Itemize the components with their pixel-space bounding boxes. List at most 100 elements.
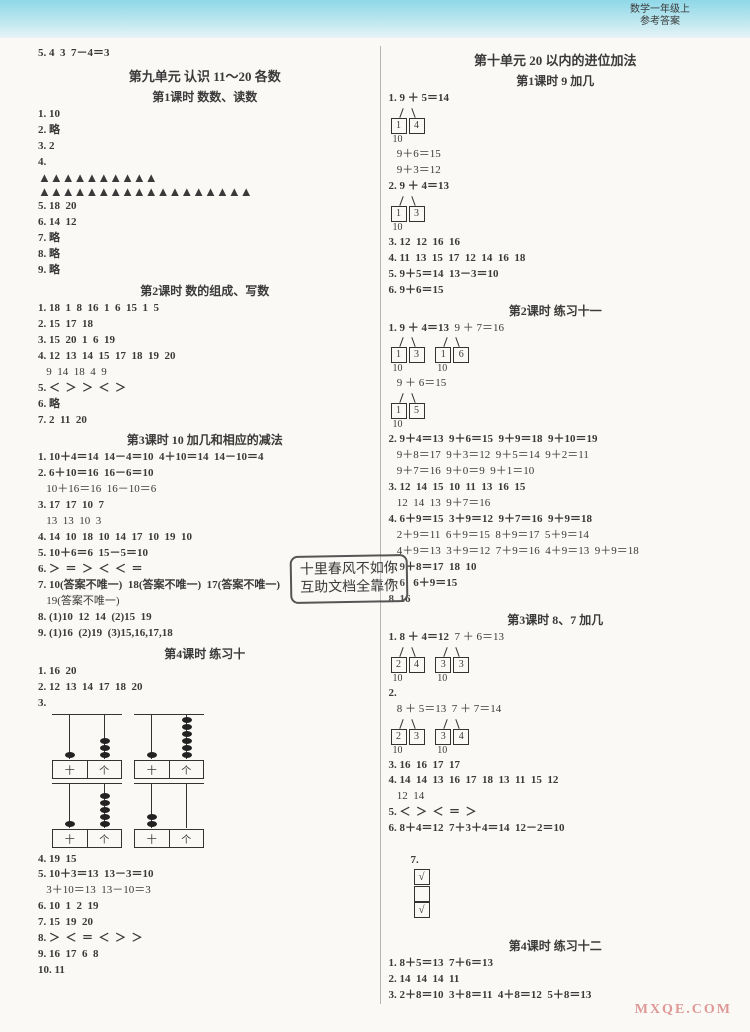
r-l3-r7: 7. √ √ — [389, 837, 723, 934]
split-diagram: 14 10 — [389, 108, 425, 146]
checkbox: √ — [414, 902, 430, 918]
ab-one: 个 — [88, 761, 122, 778]
l1-r8: 8. 略 — [38, 247, 372, 263]
r-l4-r1: 1. 8＋5＝13 7＋6＝13 — [389, 956, 723, 972]
r-l1-r6: 6. 9＋6＝15 — [389, 283, 723, 299]
split-diagram: 13 10 — [389, 196, 425, 234]
l2-r2: 2. 15 17 18 — [38, 317, 372, 333]
l2-r3: 3. 15 20 1 6 19 — [38, 333, 372, 349]
header-line1: 数学一年级上 — [630, 4, 690, 16]
l1-r5: 5. 18 20 — [38, 199, 372, 215]
ab-ten: 十 — [53, 830, 88, 847]
ab-one: 个 — [170, 830, 204, 847]
watermark: MXQE.COM — [635, 1002, 732, 1018]
l2-r5: 5. ＜ ＞ ＞ ＜ ＞ — [38, 381, 372, 397]
abacus-row-1: 十个 十个 — [52, 714, 372, 779]
r-l2-r4c: 4＋9＝13 3＋9＝12 7＋9＝16 4＋9＝13 9＋9＝18 — [389, 544, 723, 560]
abacus: 十个 — [52, 714, 122, 779]
r-l2-r2: 2. 9＋4＝13 9＋6＝15 9＋9＝18 9＋10＝19 — [389, 432, 723, 448]
l4-r4: 4. 19 15 — [38, 852, 372, 868]
r-l2-r1b: 9 ＋ 6＝15 — [389, 376, 723, 392]
l4-r9: 9. 16 17 6 8 — [38, 947, 372, 963]
l4-r1: 1. 16 20 — [38, 664, 372, 680]
r-l1-r3: 3. 12 12 16 16 — [389, 235, 723, 251]
header-label: 数学一年级上 参考答案 — [630, 4, 690, 28]
split-diagram: 34 10 — [433, 719, 469, 757]
r-l4-r2: 2. 14 14 14 11 — [389, 972, 723, 988]
r-l2-r4: 4. 6＋9＝15 3＋9＝12 9＋7＝16 9＋9＝18 — [389, 512, 723, 528]
abacus-row-2: 十个 十个 — [52, 783, 372, 848]
l4-r7: 7. 15 19 20 — [38, 915, 372, 931]
l1-title: 第1课时 数数、读数 — [38, 88, 372, 105]
split-diagram: 16 10 — [433, 337, 469, 375]
split-diagram: 24 10 — [389, 647, 425, 685]
l4-r6: 6. 10 1 2 19 — [38, 899, 372, 915]
l4-r5b: 3＋10＝13 13－10＝3 — [38, 883, 372, 899]
split-diagram: 23 10 — [389, 719, 425, 757]
r-l3-r5: 5. ＜ ＞ ＜ ＝ ＞ — [389, 805, 723, 821]
r-l2-r3: 3. 12 14 15 10 11 13 16 15 — [389, 480, 723, 496]
ab-ten: 十 — [53, 761, 88, 778]
r-l2-r4b: 2＋9＝11 6＋9＝15 8＋9＝17 5＋9＝14 — [389, 528, 723, 544]
l1-r9: 9. 略 — [38, 263, 372, 279]
column-divider — [380, 46, 381, 1004]
l4-r2: 2. 12 13 14 17 18 20 — [38, 680, 372, 696]
stamp-line2: 互助文档全靠你 — [300, 578, 398, 598]
l2-r1: 1. 18 1 8 16 1 6 15 1 5 — [38, 301, 372, 317]
l3-r2: 2. 6＋10＝16 16－6＝10 — [38, 466, 372, 482]
l2-title: 第2课时 数的组成、写数 — [38, 282, 372, 299]
split-diagram: 33 10 — [433, 647, 469, 685]
l4-r10: 10. 11 — [38, 963, 372, 979]
content: 5. 4 3 7－4＝3 第九单元 认识 11～20 各数 第1课时 数数、读数… — [0, 38, 750, 1012]
r-l1-r1c: 9＋3＝12 — [389, 163, 723, 179]
r-l3-r4b: 12 14 — [389, 789, 723, 805]
l1-r2: 2. 略 — [38, 123, 372, 139]
r-l2-r1: 1. 9 ＋ 4＝13 9 ＋ 7＝16 — [389, 321, 723, 337]
r-l3-r2: 2. — [389, 686, 723, 702]
r-l2-r3b: 12 14 13 9＋7＝16 — [389, 496, 723, 512]
r-l2-r5: 5. 9＋8＝17 18 10 — [389, 560, 723, 576]
tri2: ▲▲▲▲▲▲▲▲▲▲▲▲▲▲▲▲▲▲ — [38, 185, 372, 199]
ab-one: 个 — [88, 830, 122, 847]
l3-r3b: 13 13 10 3 — [38, 514, 372, 530]
tri1: ▲▲▲▲▲▲▲▲▲▲ — [38, 171, 372, 185]
l1-r4: 4. — [38, 155, 372, 171]
l3-r4: 4. 14 10 18 10 14 17 10 19 10 — [38, 530, 372, 546]
r-l3-title: 第3课时 8、7 加几 — [389, 611, 723, 628]
l3-r1: 1. 10＋4＝14 14－4＝10 4＋10＝14 14－10＝4 — [38, 450, 372, 466]
unit10-title: 第十单元 20 以内的进位加法 — [389, 50, 723, 69]
l1-r1: 1. 10 — [38, 107, 372, 123]
l3-r2b: 10＋16＝16 16－10＝6 — [38, 482, 372, 498]
split-diagram: 13 10 — [389, 337, 425, 375]
checkbox — [414, 886, 430, 902]
right-column: 第十单元 20 以内的进位加法 第1课时 9 加几 1. 9 ＋ 5＝14 14… — [383, 46, 723, 1004]
stamp-line1: 十里春风不如你 — [300, 560, 398, 580]
r-l2-r2c: 9＋7＝16 9＋0＝9 9＋1＝10 — [389, 464, 723, 480]
r-l2-r2b: 9＋8＝17 9＋3＝12 9＋5＝14 9＋2＝11 — [389, 448, 723, 464]
r-l2-r6: 7. 6 6＋9＝15 — [389, 576, 723, 592]
ab-ten: 十 — [135, 830, 170, 847]
r-l1-r4: 4. 11 13 15 17 12 14 16 18 — [389, 251, 723, 267]
l1-r6: 6. 14 12 — [38, 215, 372, 231]
r-l1-title: 第1课时 9 加几 — [389, 72, 723, 89]
l3-r9: 9. (1)16 (2)19 (3)15,16,17,18 — [38, 626, 372, 642]
ab-one: 个 — [170, 761, 204, 778]
r-l1-r1: 1. 9 ＋ 5＝14 — [389, 91, 723, 107]
abacus: 十个 — [134, 783, 204, 848]
l3-r3: 3. 17 17 10 7 — [38, 498, 372, 514]
l4-r5: 5. 10＋3＝13 13－3＝10 — [38, 867, 372, 883]
r-l3-r6: 6. 8＋4＝12 7＋3＋4＝14 12－2＝10 — [389, 821, 723, 837]
l4-r3: 3. — [38, 696, 372, 712]
abacus: 十个 — [134, 714, 204, 779]
r-l3-r3: 3. 16 16 17 17 — [389, 758, 723, 774]
l3-title: 第3课时 10 加几和相应的减法 — [38, 431, 372, 448]
l2-r6: 6. 略 — [38, 397, 372, 413]
l1-r3: 3. 2 — [38, 139, 372, 155]
checkbox: √ — [414, 869, 430, 885]
l1-r7: 7. 略 — [38, 231, 372, 247]
r-l4-title: 第4课时 练习十二 — [389, 937, 723, 954]
r-l1-r1b: 9＋6＝15 — [389, 147, 723, 163]
ab-ten: 十 — [135, 761, 170, 778]
r-l1-r5: 5. 9＋5＝14 13－3＝10 — [389, 267, 723, 283]
left-column: 5. 4 3 7－4＝3 第九单元 认识 11～20 各数 第1课时 数数、读数… — [38, 46, 378, 1004]
